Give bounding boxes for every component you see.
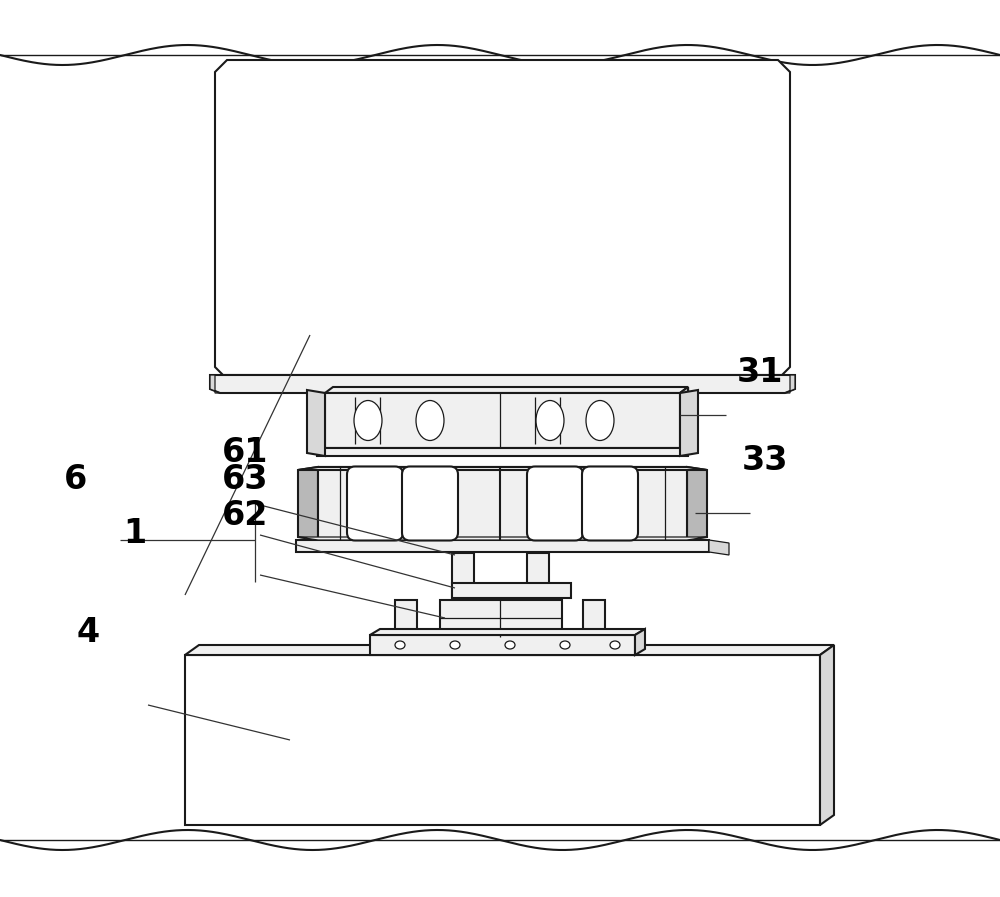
- Polygon shape: [307, 390, 325, 456]
- Polygon shape: [370, 629, 645, 635]
- Bar: [440, 600, 562, 637]
- Polygon shape: [680, 387, 688, 448]
- Bar: [370, 635, 635, 655]
- Polygon shape: [185, 645, 834, 655]
- Polygon shape: [298, 467, 707, 470]
- Polygon shape: [215, 60, 790, 375]
- Polygon shape: [210, 375, 220, 393]
- Ellipse shape: [354, 400, 382, 440]
- Polygon shape: [709, 540, 729, 555]
- Polygon shape: [687, 467, 707, 540]
- Ellipse shape: [450, 641, 460, 649]
- Polygon shape: [325, 387, 688, 393]
- Text: 6: 6: [63, 464, 87, 496]
- Text: 33: 33: [742, 444, 788, 476]
- Polygon shape: [680, 390, 698, 456]
- Ellipse shape: [505, 641, 515, 649]
- Text: 61: 61: [222, 437, 268, 469]
- Bar: [296, 540, 709, 552]
- Polygon shape: [210, 375, 795, 393]
- Ellipse shape: [610, 641, 620, 649]
- Bar: [583, 600, 605, 637]
- Ellipse shape: [395, 641, 405, 649]
- Text: 63: 63: [222, 464, 268, 496]
- Text: 4: 4: [76, 616, 100, 649]
- FancyBboxPatch shape: [347, 466, 403, 541]
- Ellipse shape: [416, 400, 444, 440]
- Bar: [318, 467, 687, 540]
- Bar: [527, 553, 549, 635]
- Polygon shape: [298, 467, 318, 540]
- Polygon shape: [317, 448, 688, 456]
- FancyBboxPatch shape: [402, 466, 458, 541]
- Polygon shape: [298, 537, 707, 540]
- FancyBboxPatch shape: [527, 466, 583, 541]
- Bar: [395, 600, 417, 637]
- Text: 31: 31: [737, 356, 783, 388]
- Bar: [185, 655, 820, 825]
- Polygon shape: [785, 375, 795, 393]
- Polygon shape: [820, 645, 834, 825]
- Ellipse shape: [536, 400, 564, 440]
- Ellipse shape: [586, 400, 614, 440]
- Ellipse shape: [560, 641, 570, 649]
- Bar: [452, 583, 571, 598]
- Polygon shape: [635, 629, 645, 655]
- Text: 1: 1: [123, 518, 147, 550]
- Bar: [452, 553, 474, 635]
- Polygon shape: [333, 387, 688, 442]
- Text: 62: 62: [222, 500, 268, 532]
- Bar: [325, 393, 680, 448]
- FancyBboxPatch shape: [582, 466, 638, 541]
